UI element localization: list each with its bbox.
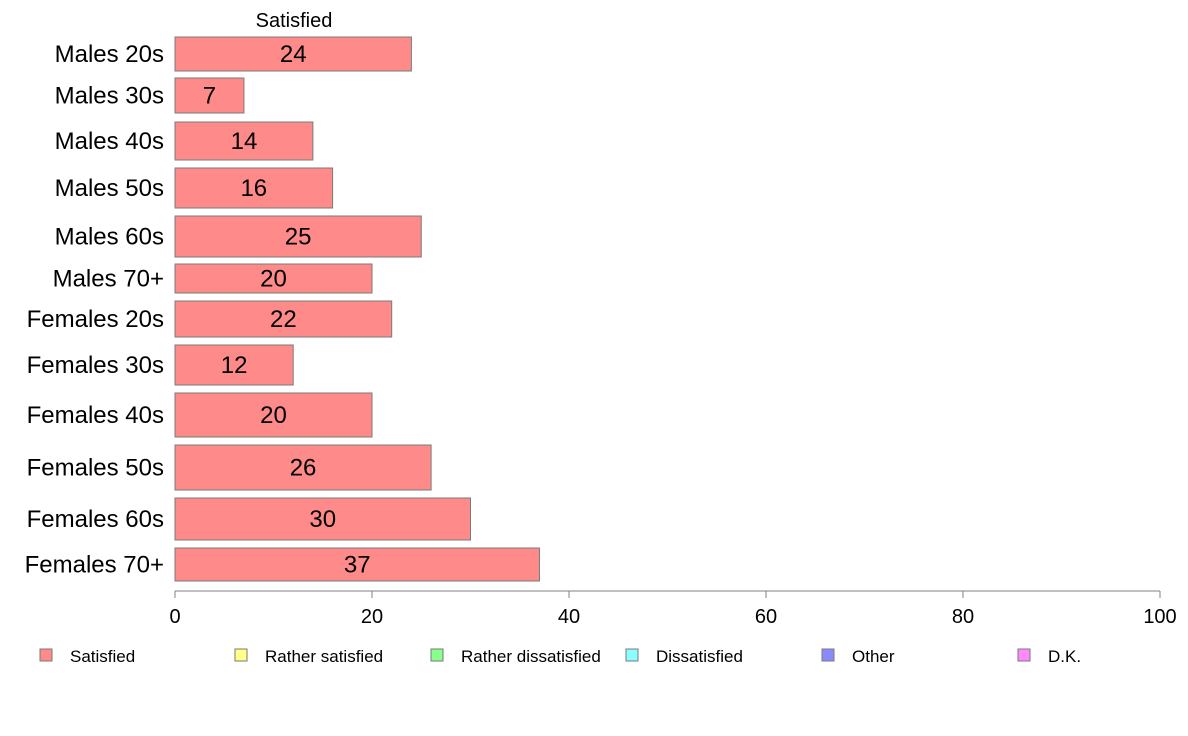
bar [174, 121, 314, 161]
bar-value-label: 30 [309, 506, 336, 533]
legend-swatch [1017, 648, 1031, 662]
x-tick-label: 40 [558, 606, 580, 628]
legend-label: Rather dissatisfied [461, 647, 601, 666]
bar-value-label: 7 [203, 83, 216, 110]
category-label: Females 50s [27, 455, 164, 482]
category-label: Males 70+ [53, 266, 164, 293]
bar [174, 77, 245, 114]
bar-value-label: 14 [231, 128, 258, 155]
bar [174, 344, 294, 386]
bar-value-label: 20 [260, 402, 287, 429]
bar [174, 300, 393, 338]
bar-value-label: 25 [285, 224, 312, 251]
x-tick-label: 20 [361, 606, 383, 628]
category-label: Females 20s [27, 306, 164, 333]
bar [174, 497, 471, 541]
bar [174, 547, 540, 582]
bar-value-label: 16 [240, 175, 267, 202]
category-label: Males 20s [55, 41, 164, 68]
x-axis: 0 20 40 60 80 100 [169, 590, 1177, 628]
x-tick-label: 80 [952, 606, 974, 628]
category-label: Females 70+ [25, 552, 164, 579]
legend-label: Dissatisfied [656, 647, 743, 666]
bar [174, 263, 373, 294]
category-label: Females 60s [27, 506, 164, 533]
category-label: Males 40s [55, 128, 164, 155]
bar-value-label: 12 [221, 352, 248, 379]
column-header: Satisfied [256, 10, 333, 32]
bars-layer: Satisfied Males 20s 24 Males 30s 7 Males 40s 1… [25, 10, 540, 582]
legend-swatch [821, 648, 835, 662]
bar [174, 392, 373, 438]
legend-swatch [234, 648, 248, 662]
x-tick-label: 60 [755, 606, 777, 628]
category-label: Females 40s [27, 402, 164, 429]
category-label: Males 30s [55, 83, 164, 110]
category-label: Males 60s [55, 224, 164, 251]
legend-label: Satisfied [70, 647, 135, 666]
bar-value-label: 26 [290, 455, 317, 482]
bar-value-label: 22 [270, 306, 297, 333]
bar-value-label: 24 [280, 41, 307, 68]
legend-swatch [39, 648, 53, 662]
category-label: Males 50s [55, 175, 164, 202]
bar [174, 36, 412, 72]
bar-value-label: 20 [260, 266, 287, 293]
legend-swatch [430, 648, 444, 662]
category-label: Females 30s [27, 352, 164, 379]
legend-label: Rather satisfied [265, 647, 383, 666]
legend-label: Other [852, 647, 895, 666]
bar [174, 444, 432, 491]
x-tick-label: 100 [1143, 606, 1176, 628]
legend-label: D.K. [1048, 647, 1081, 666]
bar-value-label: 37 [344, 552, 371, 579]
legend-swatch [625, 648, 639, 662]
bar [174, 167, 334, 209]
bar [174, 215, 422, 258]
x-tick-label: 0 [169, 606, 180, 628]
legend: Satisfied Rather satisfied Rather dissatis… [39, 647, 1081, 666]
